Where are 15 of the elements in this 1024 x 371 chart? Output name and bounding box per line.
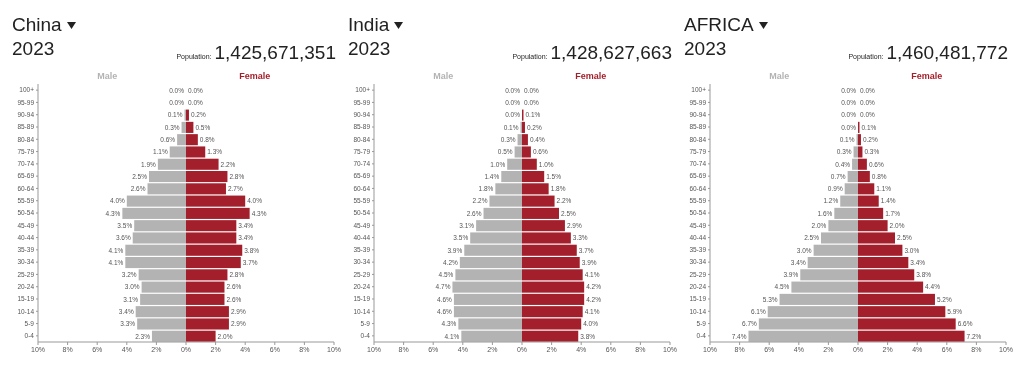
text: Male <box>97 71 118 81</box>
chart-subtitle: 2023 <box>348 38 391 60</box>
chart-title: China <box>12 14 62 36</box>
text: Female <box>239 71 271 81</box>
chart-subtitle: 2023 <box>684 38 727 60</box>
text: Female <box>575 71 607 81</box>
text: Male <box>769 71 790 81</box>
text: Female <box>911 71 943 81</box>
text: 1,460,481,772 <box>886 42 1008 64</box>
chart-title: AFRICA <box>684 14 754 36</box>
text: 1,428,627,663 <box>550 42 672 64</box>
text: 1,425,671,351 <box>214 42 336 64</box>
chart-subtitle: 2023 <box>12 38 55 60</box>
chart-title: India <box>348 14 390 36</box>
text: Male <box>433 71 454 81</box>
